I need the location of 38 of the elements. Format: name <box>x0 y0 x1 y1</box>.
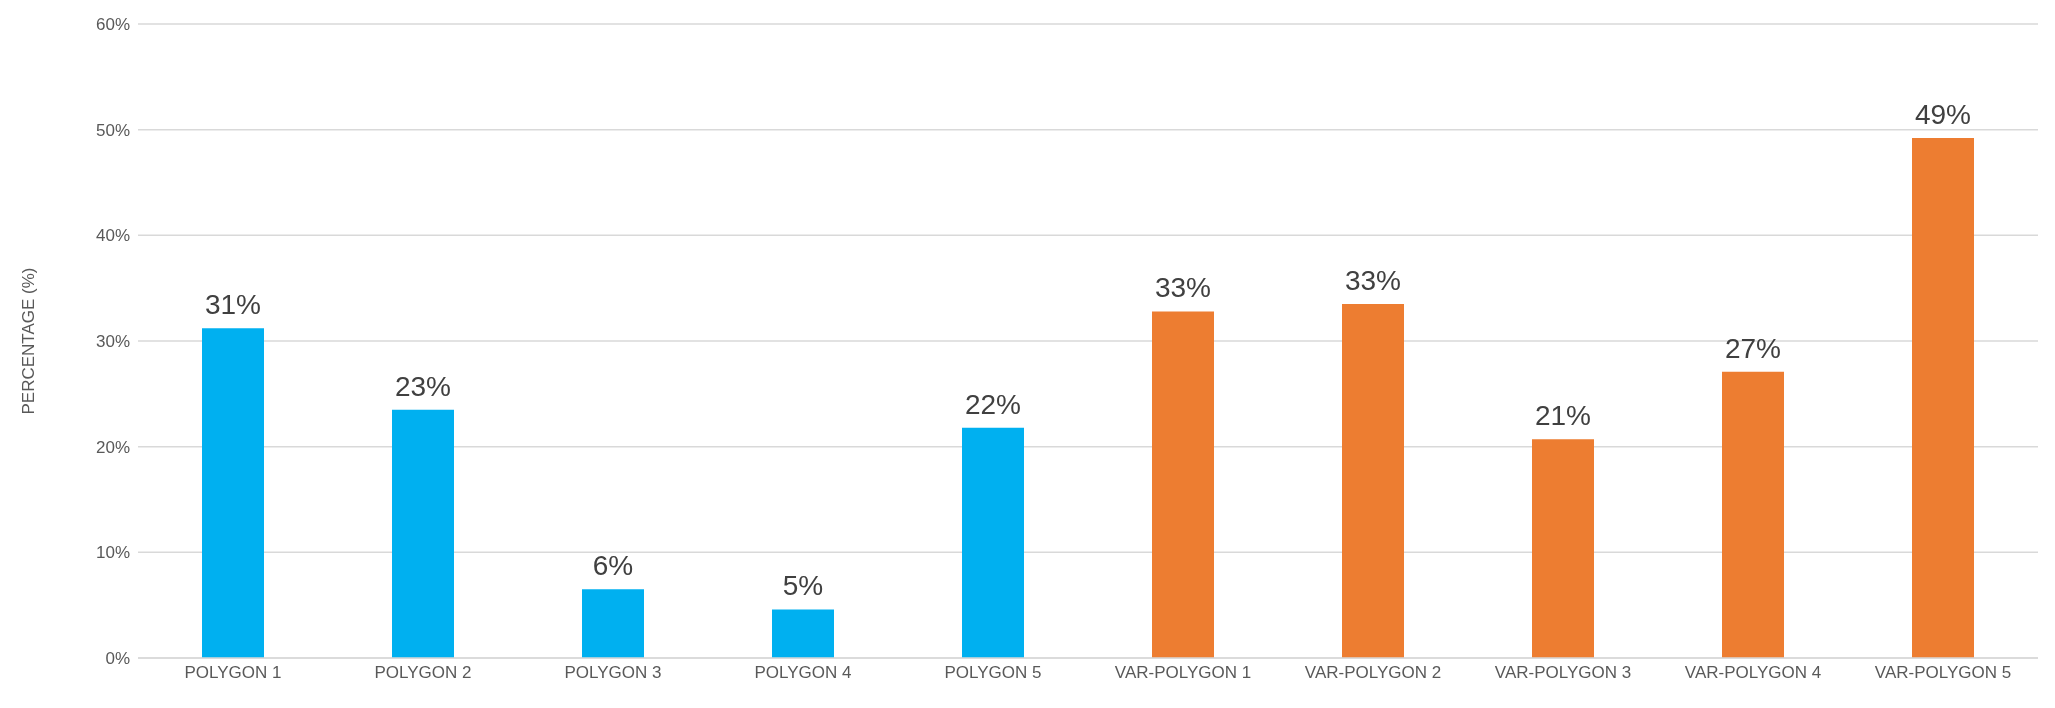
data-label: 6% <box>592 550 634 582</box>
data-label: 27% <box>1724 332 1782 364</box>
bar <box>582 589 644 658</box>
data-label: 21% <box>1534 400 1592 432</box>
data-label: 31% <box>204 289 262 321</box>
x-tick-label: POLYGON 5 <box>944 663 1042 683</box>
x-tick-label: POLYGON 1 <box>184 663 282 683</box>
bar <box>1912 138 1974 658</box>
x-tick-label: VAR-POLYGON 3 <box>1494 663 1632 683</box>
x-tick-label: POLYGON 2 <box>374 663 472 683</box>
x-tick-label: VAR-POLYGON 2 <box>1304 663 1442 683</box>
x-tick-label: VAR-POLYGON 1 <box>1114 663 1252 683</box>
y-axis-title: PERCENTAGE (%) <box>19 267 39 415</box>
bar <box>772 609 834 658</box>
bar <box>1532 439 1594 658</box>
y-tick-label: 40% <box>95 226 130 246</box>
data-label: 49% <box>1914 99 1972 131</box>
x-tick-label: POLYGON 4 <box>754 663 852 683</box>
bar <box>1722 371 1784 658</box>
bar <box>1342 304 1404 658</box>
y-tick-label: 10% <box>95 543 130 563</box>
data-label: 5% <box>782 570 824 602</box>
x-tick-label: VAR-POLYGON 5 <box>1874 663 2012 683</box>
x-tick-label: VAR-POLYGON 4 <box>1684 663 1822 683</box>
data-label: 33% <box>1344 265 1402 297</box>
data-label: 22% <box>964 388 1022 420</box>
y-tick-label: 60% <box>95 15 130 35</box>
x-tick-label: POLYGON 3 <box>564 663 662 683</box>
bar <box>1152 311 1214 658</box>
y-tick-label: 20% <box>95 437 130 457</box>
data-label: 23% <box>394 370 452 402</box>
bar <box>202 328 264 658</box>
bar <box>962 427 1024 658</box>
y-tick-label: 50% <box>95 120 130 140</box>
data-label: 33% <box>1154 272 1212 304</box>
y-tick-label: 30% <box>95 332 130 352</box>
bar <box>392 409 454 658</box>
y-tick-label: 0% <box>105 649 130 669</box>
